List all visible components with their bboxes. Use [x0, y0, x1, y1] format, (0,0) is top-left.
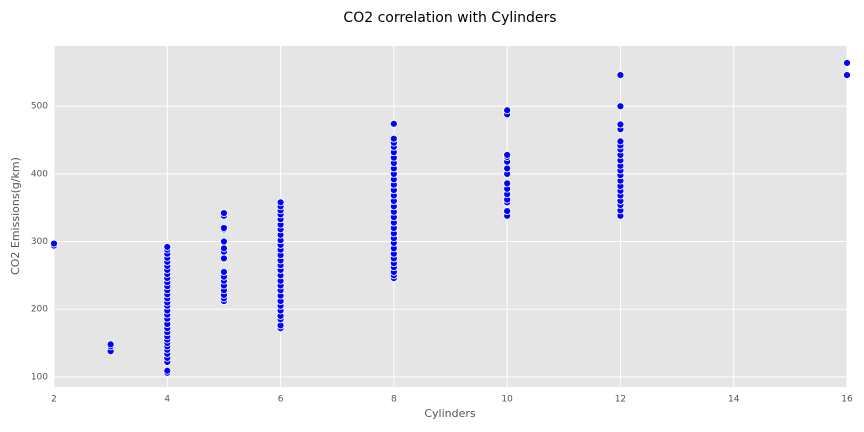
y-tick-label: 400	[31, 169, 48, 179]
x-axis-label: Cylinders	[424, 407, 476, 420]
y-tick-label: 200	[31, 305, 48, 315]
point	[616, 102, 625, 111]
x-tick-label: 12	[615, 395, 626, 405]
x-tick-label: 10	[501, 395, 513, 405]
y-axis-label: CO2 Emissions(g/km)	[9, 157, 22, 275]
point	[220, 209, 228, 218]
point	[220, 244, 228, 253]
x-tick-label: 6	[278, 395, 284, 405]
point	[503, 151, 512, 159]
point	[163, 366, 172, 375]
point	[276, 198, 285, 207]
x-tick-label: 14	[728, 395, 740, 405]
x-tick-label: 4	[164, 395, 170, 405]
point	[503, 179, 512, 188]
point	[503, 164, 512, 173]
y-tick-label: 100	[31, 372, 48, 382]
point	[616, 71, 625, 79]
y-tick-label: 300	[31, 237, 48, 247]
point	[220, 224, 228, 232]
point	[503, 106, 512, 115]
point	[843, 59, 851, 67]
point	[389, 134, 398, 143]
point	[220, 237, 228, 246]
point	[843, 71, 851, 79]
x-tick-label: 8	[391, 395, 397, 405]
point	[220, 254, 228, 263]
point	[106, 340, 115, 349]
point	[616, 137, 625, 146]
point	[503, 207, 512, 215]
point	[616, 120, 625, 129]
x-tick-label: 2	[51, 395, 57, 405]
chart-title: CO2 correlation with Cylinders	[343, 10, 556, 26]
point	[50, 239, 58, 248]
y-tick-label: 500	[31, 102, 48, 112]
point	[163, 243, 172, 251]
point	[389, 119, 398, 128]
plot-area	[54, 46, 847, 387]
point	[220, 268, 228, 276]
x-tick-label: 16	[841, 395, 853, 405]
